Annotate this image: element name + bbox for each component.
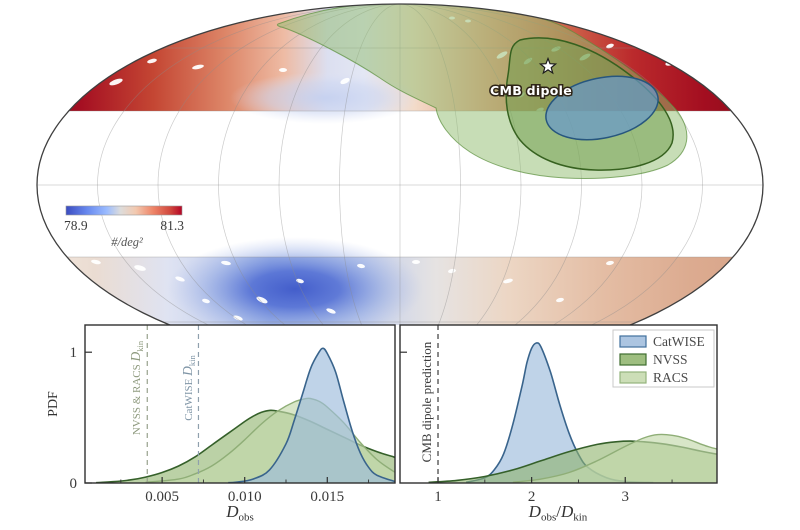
masked-hole <box>503 278 513 284</box>
masked-hole <box>256 296 268 304</box>
masked-hole <box>109 78 123 86</box>
masked-hole <box>655 43 665 49</box>
legend-label-catwise: CatWISE <box>653 334 705 349</box>
masked-hole <box>692 69 708 77</box>
y-tick-label: 0 <box>70 476 78 492</box>
panel-border <box>84 324 396 484</box>
density-fill-catwise <box>228 348 395 483</box>
masked-hole <box>221 260 231 266</box>
x-axis-label-dobs: Dobs <box>225 502 254 524</box>
star-icon <box>538 56 558 75</box>
y-tick-label: 1 <box>70 345 78 361</box>
density-fill-catwise <box>466 342 654 483</box>
sky-map: CMB dipole 78.9 81.3 #/deg² <box>36 3 764 367</box>
masked-hole <box>296 278 304 284</box>
masked-hole <box>606 43 614 49</box>
masked-hole <box>721 84 733 92</box>
masked-hole <box>91 259 101 265</box>
x-tick-label: 0.010 <box>228 489 262 505</box>
legend-label-racs: RACS <box>653 370 688 385</box>
masked-hole <box>326 308 336 314</box>
x-tick-label: 3 <box>622 489 630 505</box>
masked-hole <box>192 64 204 70</box>
cmb-prediction-line-label: CMB dipole prediction <box>419 341 434 462</box>
masked-hole <box>357 263 365 269</box>
legend-swatch-racs <box>619 371 647 384</box>
density-line-catwise <box>228 347 395 483</box>
masked-hole <box>175 276 185 282</box>
masked-hole <box>412 260 420 264</box>
masked-hole <box>134 265 146 271</box>
masked-hole <box>340 77 350 85</box>
catwise-dkin-line-label: CatWISE Dkin <box>180 354 197 420</box>
density-line-racs <box>512 433 717 483</box>
y-axis-label: PDF <box>46 391 61 417</box>
catwise-contour-ellipse <box>545 75 659 141</box>
x-tick-label: 2 <box>528 489 536 505</box>
x-tick-label: 1 <box>434 489 442 505</box>
legend-swatch-nvss <box>619 353 647 366</box>
colorbar-gradient <box>65 205 183 216</box>
legend-swatch-catwise <box>619 335 647 348</box>
masked-hole <box>279 68 287 72</box>
colorbar-units-label: #/deg² <box>111 235 143 249</box>
cmb-dipole-label: CMB dipole <box>490 83 572 98</box>
panel-border <box>399 324 718 484</box>
density-curves <box>96 347 395 483</box>
nvss-racs-dkin-line-label: NVSS & RACS Dkin <box>128 340 145 435</box>
map-north-blue-patch <box>230 72 420 124</box>
axis-ticks: 0.005 0.010 0.015 0 1 <box>70 345 370 505</box>
colorbar-min-label: 78.9 <box>64 218 88 233</box>
masked-hole <box>147 58 157 64</box>
colorbar: 78.9 81.3 #/deg² <box>64 205 184 249</box>
x-tick-label: 0.005 <box>145 489 179 505</box>
masked-hole <box>233 315 243 321</box>
colorbar-max-label: 81.3 <box>160 218 184 233</box>
legend-label-nvss: NVSS <box>653 352 688 367</box>
pdf-ratio-panel: CMB dipole prediction 1 2 3 CatWISE NVSS RAC… <box>399 324 718 524</box>
masked-hole <box>739 97 749 105</box>
masked-hole <box>448 268 456 274</box>
legend: CatWISE NVSS RACS <box>612 329 715 388</box>
masked-hole <box>556 297 564 303</box>
axis-ticks: 1 2 3 <box>400 351 673 505</box>
masked-hole <box>606 260 614 266</box>
map-south-blue-blob <box>167 237 423 341</box>
x-tick-label: 0.015 <box>310 489 344 505</box>
masked-hole <box>202 298 210 304</box>
pdf-dobs-panel: NVSS & RACS Dkin CatWISE Dkin 0.005 0.010… <box>46 324 396 524</box>
x-axis-label-ratio: Dobs/Dkin <box>528 502 588 524</box>
density-fill-racs <box>512 434 717 483</box>
cmb-dipole-star-icon <box>538 56 558 75</box>
density-curves <box>428 342 717 483</box>
